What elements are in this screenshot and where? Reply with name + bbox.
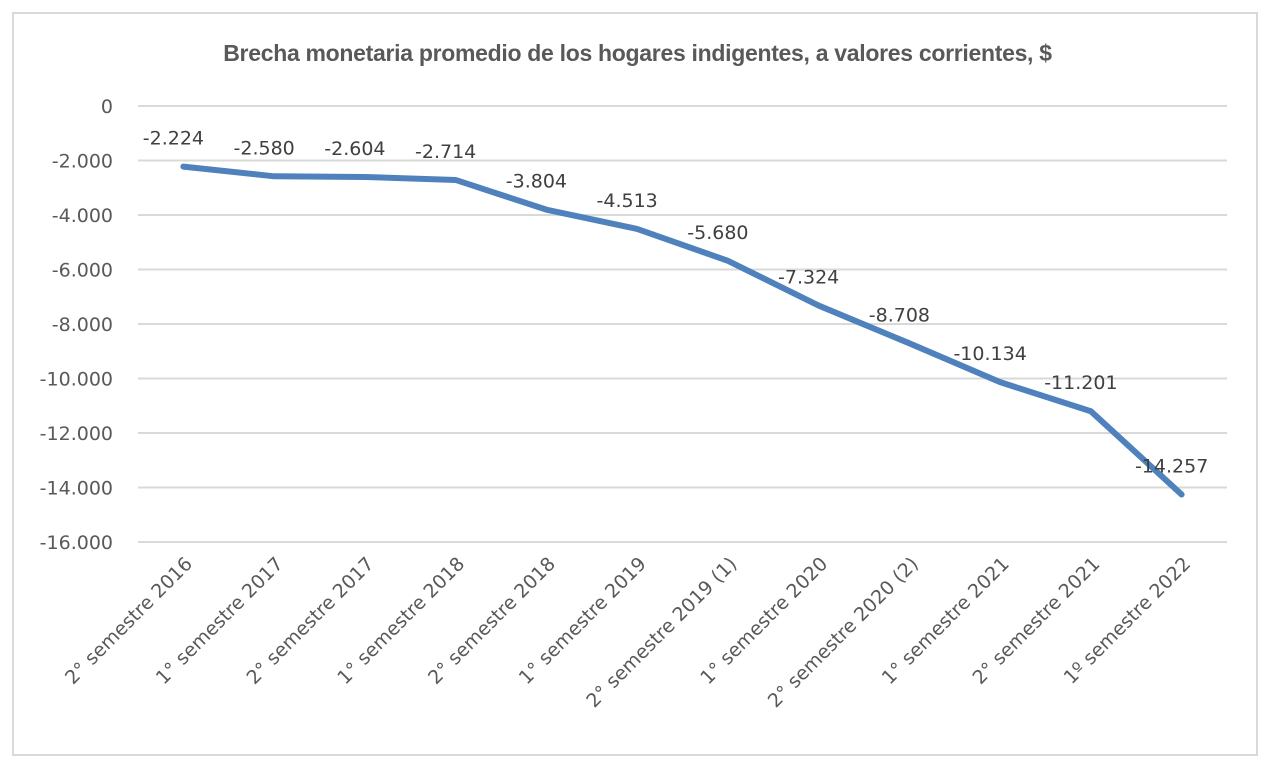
data-label: -10.134 xyxy=(953,343,1026,365)
data-label: -7.324 xyxy=(778,267,839,289)
series-line-path xyxy=(180,163,1185,498)
data-label: -2.714 xyxy=(415,141,476,163)
series-line xyxy=(180,163,1185,498)
data-label: -8.708 xyxy=(869,304,930,326)
y-axis: 0 -2.000 -4.000 -6.000 -8.000 -10.000 -12.000 -… xyxy=(40,96,113,554)
y-tick-label: 0 xyxy=(101,96,113,118)
chart-area xyxy=(12,12,1258,756)
y-tick-label: -12.000 xyxy=(40,423,113,445)
y-tick-label: -6.000 xyxy=(52,260,113,282)
data-label: -2.224 xyxy=(143,128,204,150)
y-tick-label: -8.000 xyxy=(52,314,113,336)
data-labels: -2.224 -2.580 -2.604 -2.714 -3.804 -4.513 -5.6… xyxy=(143,128,1208,495)
y-tick-label: -4.000 xyxy=(52,205,113,227)
data-label: -2.580 xyxy=(234,137,295,159)
x-tick-label: 2° semestre 2019 (1) xyxy=(582,553,741,712)
y-tick-label: -2.000 xyxy=(52,151,113,173)
gridlines xyxy=(138,105,1227,543)
y-tick-label: -16.000 xyxy=(40,532,113,554)
data-label: -14.257 xyxy=(1135,456,1208,478)
data-label: -2.604 xyxy=(324,138,385,160)
x-tick-label: 2° semestre 2020 (2) xyxy=(764,553,923,712)
chart-title: Brecha monetaria promedio de los hogares… xyxy=(223,40,1052,66)
data-label: -3.804 xyxy=(506,171,567,193)
y-tick-label: -14.000 xyxy=(40,478,113,500)
data-label: -11.201 xyxy=(1044,372,1117,394)
data-label: -5.680 xyxy=(687,222,748,244)
y-tick-label: -10.000 xyxy=(40,369,113,391)
data-label: -4.513 xyxy=(597,190,658,212)
